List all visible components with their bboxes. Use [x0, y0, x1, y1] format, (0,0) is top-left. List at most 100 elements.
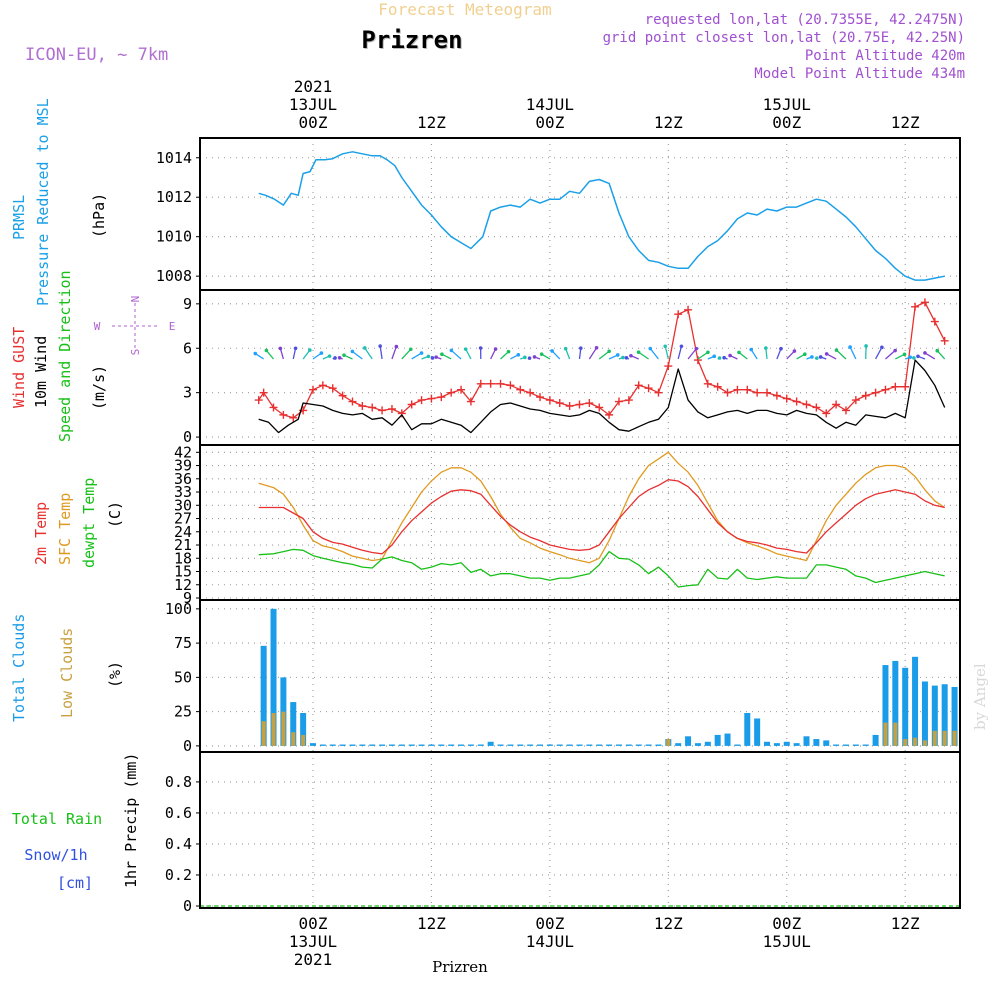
gust-marker [437, 393, 446, 402]
compass-rose: N S W E [94, 296, 176, 356]
total-cloud-bar [339, 744, 346, 746]
total-cloud-bar [458, 744, 465, 746]
bottom-time-label: 15JUL [763, 932, 811, 951]
total-cloud-bar [428, 744, 435, 746]
top-time-label: 12Z [417, 113, 446, 132]
total-cloud-bar [754, 718, 761, 746]
wind-arrow [302, 349, 311, 360]
gust-marker [901, 382, 910, 391]
wind-arrow [450, 349, 462, 360]
total-cloud-bar [586, 744, 593, 746]
low-cloud-bar [666, 739, 671, 746]
total-cloud-bar [892, 660, 899, 746]
wind-arrow-head [478, 346, 483, 350]
total-cloud-bar [773, 743, 780, 746]
total-cloud-bar [635, 744, 642, 746]
wind-arrow-head [792, 349, 797, 353]
wind-arrow [265, 350, 275, 360]
wind-arrow-head [579, 346, 583, 350]
panel-frame-pressure [199, 137, 961, 291]
y-tick-label: 0 [183, 428, 192, 446]
gust-marker [871, 388, 880, 397]
total-cloud-bar [823, 740, 830, 746]
gust-marker [338, 391, 347, 400]
gust-line [258, 301, 946, 419]
total-cloud-bar [951, 686, 958, 746]
wind-arrow-head [712, 354, 717, 359]
total-rain-label: Total Rain [12, 810, 102, 828]
gust-marker [812, 403, 821, 412]
wind-arrow-head [728, 353, 732, 358]
wind-arrow-head [532, 355, 537, 359]
gust-marker [920, 298, 929, 307]
total-cloud-bar [359, 744, 366, 746]
wind-arrow-head [902, 352, 907, 357]
gust-marker [348, 397, 357, 406]
wind-arrow-head [815, 356, 819, 360]
y-tick-label: 0 [183, 737, 192, 755]
gust-marker [605, 410, 614, 419]
point-altitude: Point Altitude 420m [805, 48, 965, 64]
y-tick-label: 9 [183, 295, 192, 313]
watermark: by Angel [971, 663, 989, 730]
wind-arrow-head [463, 347, 468, 351]
gust-marker [536, 393, 545, 402]
wind-arrow [664, 346, 669, 360]
gust-marker [733, 385, 742, 394]
wind-arrow-head [615, 353, 620, 357]
wind-arrow [279, 348, 285, 360]
requested-coordinates: requested lon,lat (20.7355E, 42.2475N) [645, 12, 965, 28]
total-cloud-bar [290, 702, 297, 746]
temp-2m-label: 2m Temp [32, 502, 50, 565]
total-cloud-bar [319, 744, 326, 746]
wind-arrow-head [350, 349, 355, 354]
sfc-temp-line [258, 451, 946, 564]
wind-arrow-head [362, 346, 367, 350]
low-cloud-bar [291, 732, 296, 746]
gust-marker [753, 388, 762, 397]
wind-arrow-head [563, 346, 568, 351]
gust-marker [378, 406, 387, 415]
wind-arrow-head [749, 347, 754, 352]
total-cloud-bar [645, 744, 652, 746]
wind-arrow-head [908, 355, 912, 359]
y-tick-label: 9 [183, 589, 192, 607]
wind-direction-arrows [253, 344, 946, 360]
wind-arrow [875, 347, 883, 360]
total-cloud-bar [902, 667, 909, 746]
total-cloud-bar [507, 744, 514, 746]
wind-arrow-head [648, 346, 653, 351]
wind-arrow [379, 345, 383, 360]
low-cloud-bar [301, 734, 306, 746]
y-tick-label: 21 [174, 536, 192, 554]
wind-arrow-head [506, 349, 511, 354]
wind-arrow-head [864, 344, 868, 348]
wind-arrow-head [824, 352, 829, 356]
total-cloud-bar [714, 734, 721, 746]
total-cloud-bar [369, 744, 376, 746]
wind-arrow [776, 348, 782, 360]
wind-arrow [364, 347, 373, 360]
gust-marker [930, 317, 939, 326]
total-cloud-bar [329, 744, 336, 746]
model-label: ICON-EU, ~ 7km [25, 45, 168, 65]
wind-arrow-head [912, 356, 916, 360]
bottom-time-label: 12Z [891, 914, 920, 933]
panel-frame-clouds [199, 599, 961, 753]
wind-arrow-head [293, 346, 298, 351]
low-cloud-bar [932, 730, 937, 746]
wind-arrow-head [810, 355, 814, 359]
gust-marker [911, 302, 920, 311]
y-tick-label: 36 [174, 470, 192, 488]
wind-arrow [565, 348, 571, 360]
bottom-time-label: 13JUL [289, 932, 337, 951]
wind-arrow [885, 350, 896, 360]
low-cloud-bar [261, 721, 266, 746]
gust-marker [832, 400, 841, 409]
gust-marker [486, 379, 495, 388]
y-tick-label: 100 [165, 600, 192, 618]
gust-marker [664, 362, 673, 371]
gust-marker [802, 400, 811, 409]
